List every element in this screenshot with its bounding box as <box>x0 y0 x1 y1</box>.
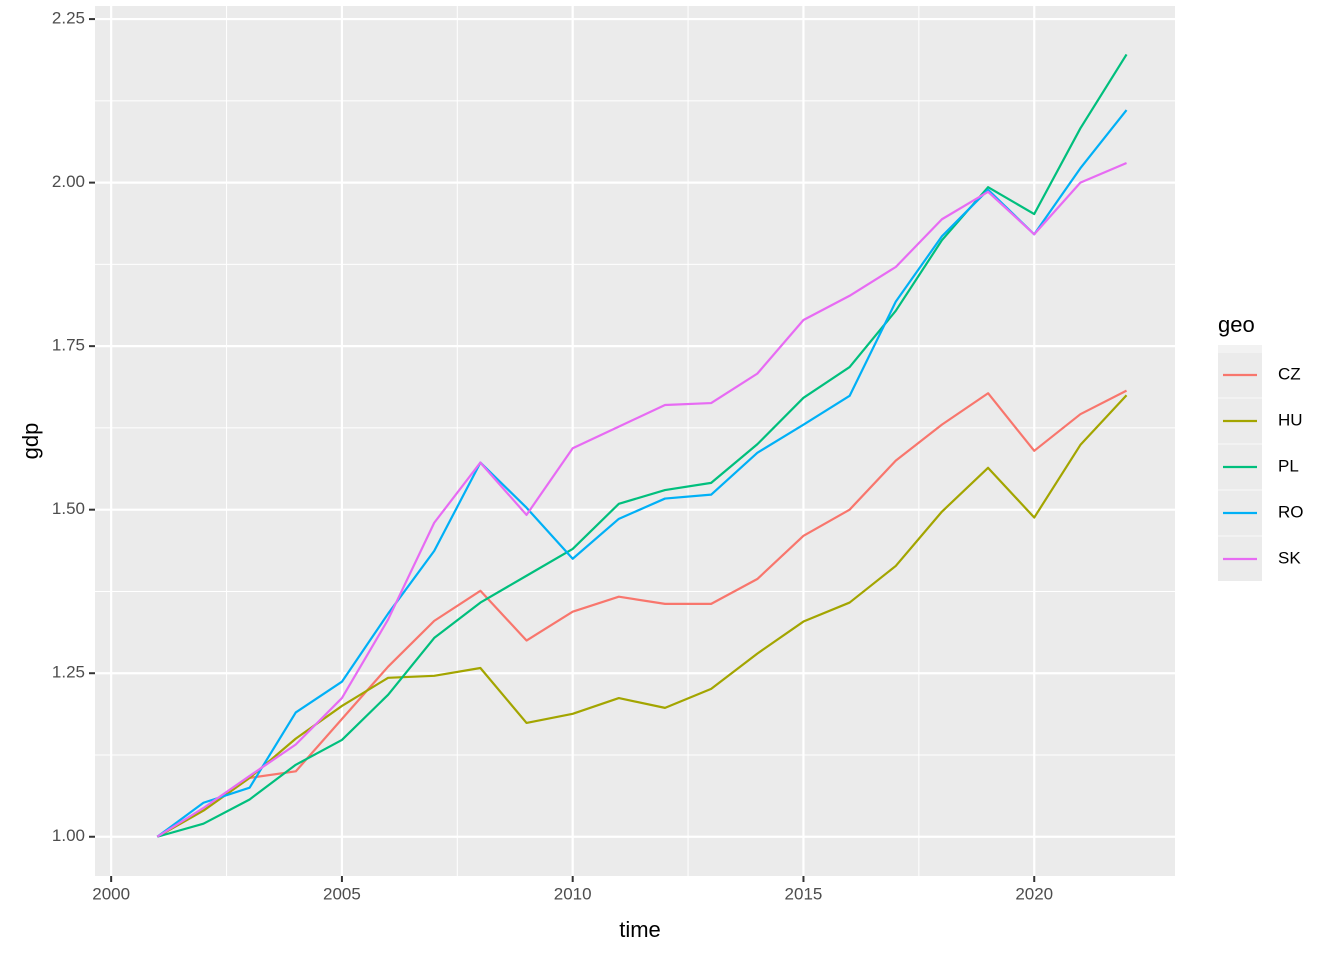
x-tick-label: 2020 <box>1015 884 1053 903</box>
y-axis-title: gdp <box>18 423 43 460</box>
y-tick-label: 1.50 <box>52 499 85 518</box>
series-line <box>156 389 1128 838</box>
y-tick-label: 1.25 <box>52 663 85 682</box>
legend-label: HU <box>1278 410 1303 429</box>
x-tick-label: 2010 <box>554 884 592 903</box>
axes: 1.00 1.25 1.50 1.75 2.00 2.25 2000 2005 2010 2015… <box>52 9 1053 904</box>
legend-title: geo <box>1218 312 1255 337</box>
y-tick-label: 2.25 <box>52 9 85 28</box>
grid <box>95 6 1175 876</box>
legend-label: CZ <box>1278 364 1301 383</box>
legend-label: PL <box>1278 456 1299 475</box>
legend-label: RO <box>1278 502 1304 521</box>
legend: CZ HU PL RO SK <box>1218 345 1304 581</box>
series-line <box>156 109 1128 838</box>
x-tick-label: 2000 <box>92 884 130 903</box>
y-tick-label: 2.00 <box>52 172 85 191</box>
lines <box>156 53 1128 838</box>
panel <box>95 6 1175 876</box>
x-tick-label: 2015 <box>785 884 823 903</box>
series-line <box>156 161 1127 838</box>
x-axis-title: time <box>619 917 661 942</box>
y-tick-label: 1.75 <box>52 336 85 355</box>
y-tick-label: 1.00 <box>52 826 85 845</box>
legend-label: SK <box>1278 548 1301 567</box>
x-tick-label: 2005 <box>323 884 361 903</box>
